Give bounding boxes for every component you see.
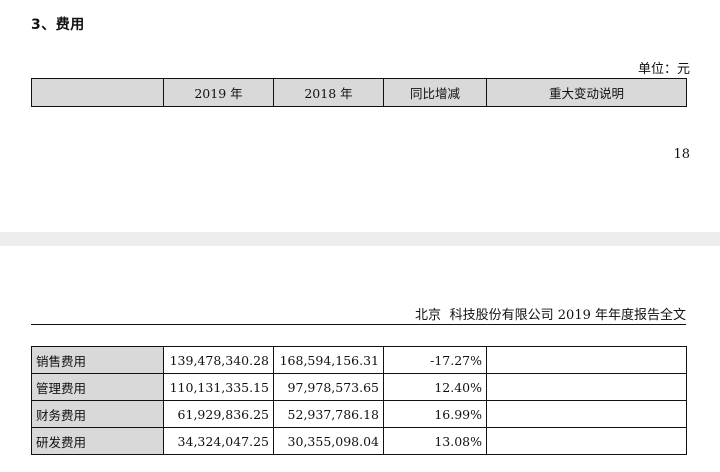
- value-2019: 61,929,836.25: [163, 400, 274, 428]
- header-cell-2019: 2019 年: [163, 78, 274, 107]
- row-label: 管理费用: [31, 373, 164, 401]
- page-number: 18: [673, 147, 690, 162]
- value-note: [486, 346, 687, 374]
- table-row: 管理费用 110,131,335.15 97,978,573.65 12.40%: [31, 373, 687, 401]
- value-2018: 168,594,156.31: [273, 346, 384, 374]
- expense-table: 销售费用 139,478,340.28 168,594,156.31 -17.2…: [31, 346, 687, 455]
- row-label: 研发费用: [31, 427, 164, 455]
- value-2018: 30,355,098.04: [273, 427, 384, 455]
- value-note: [486, 400, 687, 428]
- header-cell-change: 同比增减: [383, 78, 487, 107]
- value-2019: 34,324,047.25: [163, 427, 274, 455]
- header-cell-blank: [31, 78, 164, 107]
- section-title: 3、费用: [31, 17, 85, 33]
- value-2018: 97,978,573.65: [273, 373, 384, 401]
- value-2019: 110,131,335.15: [163, 373, 274, 401]
- value-change: 12.40%: [383, 373, 487, 401]
- page-break: [0, 232, 720, 246]
- row-label: 销售费用: [31, 346, 164, 374]
- unit-label: 单位：元: [637, 62, 690, 77]
- table-row: 财务费用 61,929,836.25 52,937,786.18 16.99%: [31, 400, 687, 428]
- header-cell-2018: 2018 年: [273, 78, 384, 107]
- table-row: 研发费用 34,324,047.25 30,355,098.04 13.08%: [31, 427, 687, 455]
- value-2018: 52,937,786.18: [273, 400, 384, 428]
- running-header-city: 北京: [414, 308, 441, 323]
- table-row: 销售费用 139,478,340.28 168,594,156.31 -17.2…: [31, 346, 687, 374]
- value-note: [486, 373, 687, 401]
- header-cell-note: 重大变动说明: [486, 78, 687, 107]
- row-label: 财务费用: [31, 400, 164, 428]
- value-change: 16.99%: [383, 400, 487, 428]
- value-change: -17.27%: [383, 346, 487, 374]
- running-header: 北京 科技股份有限公司 2019 年年度报告全文: [31, 304, 686, 325]
- running-header-report: 科技股份有限公司 2019 年年度报告全文: [449, 308, 686, 323]
- header-row: 2019 年 2018 年 同比增减 重大变动说明: [31, 78, 687, 107]
- expense-header-table: 2019 年 2018 年 同比增减 重大变动说明: [31, 78, 687, 107]
- value-note: [486, 427, 687, 455]
- value-change: 13.08%: [383, 427, 487, 455]
- page-top: [0, 0, 720, 232]
- value-2019: 139,478,340.28: [163, 346, 274, 374]
